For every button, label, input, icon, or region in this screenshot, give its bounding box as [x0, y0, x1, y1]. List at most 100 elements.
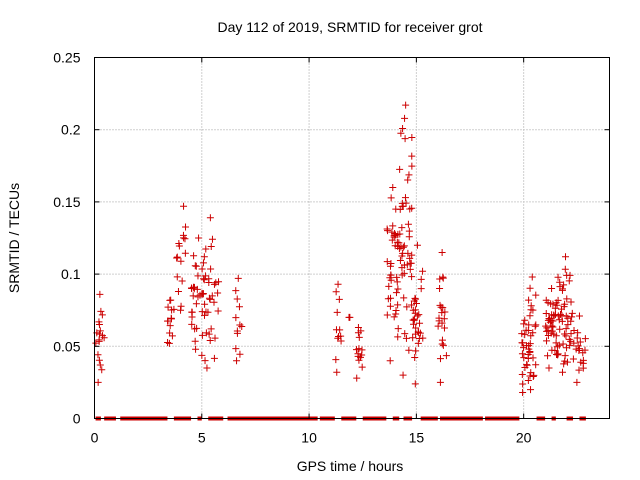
data-point [199, 259, 207, 267]
data-point [173, 273, 181, 281]
data-point [393, 238, 401, 246]
data-point [95, 337, 103, 345]
data-point [390, 313, 398, 321]
data-point [416, 319, 424, 327]
tick-labels: 0 5 10 15 20 0 0.05 0.1 0.15 0.2 0.25 [53, 50, 531, 446]
data-point [410, 316, 418, 324]
x-tick-label: 10 [301, 430, 317, 446]
data-point [386, 302, 394, 310]
data-point [177, 306, 185, 314]
data-point [581, 335, 589, 343]
data-point [189, 292, 197, 300]
data-point [358, 363, 366, 371]
data-point [405, 346, 413, 354]
data-point [527, 302, 535, 310]
data-point [406, 265, 414, 273]
data-point [553, 301, 561, 309]
data-point [411, 353, 419, 361]
data-point [575, 312, 583, 320]
data-point [412, 324, 420, 332]
data-point [355, 356, 363, 364]
data-point [210, 354, 218, 362]
x-tick-label: 0 [91, 430, 99, 446]
data-point [214, 307, 222, 315]
data-point [399, 243, 407, 251]
data-point [563, 295, 571, 303]
data-point [175, 240, 183, 248]
data-point [526, 340, 534, 348]
y-tick-label: 0 [73, 411, 81, 427]
data-point [211, 334, 219, 342]
data-point [355, 333, 363, 341]
data-point [532, 291, 540, 299]
data-point [554, 350, 562, 358]
data-point [408, 152, 416, 160]
data-point [438, 309, 446, 317]
data-point [232, 345, 240, 353]
data-point [439, 341, 447, 349]
data-point [194, 272, 202, 280]
data-point [166, 329, 174, 337]
data-point [544, 352, 552, 360]
data-point [393, 273, 401, 281]
data-point [384, 295, 392, 303]
data-point [188, 320, 196, 328]
data-point [567, 317, 575, 325]
data-point [543, 337, 551, 345]
data-point [558, 317, 566, 325]
data-point [181, 235, 189, 243]
data-point [180, 202, 188, 210]
data-point [560, 303, 568, 311]
data-point [518, 330, 526, 338]
data-point [564, 314, 572, 322]
data-point [164, 338, 172, 346]
data-point [552, 332, 560, 340]
data-point [98, 311, 106, 319]
data-point [532, 321, 540, 329]
data-point [561, 265, 569, 273]
data-point [193, 324, 201, 332]
data-point [332, 356, 340, 364]
data-point [195, 234, 203, 242]
data-point [408, 301, 416, 309]
data-point [400, 269, 408, 277]
data-point [235, 303, 243, 311]
data-point [100, 334, 108, 342]
data-point [411, 309, 419, 317]
data-point [95, 320, 103, 328]
y-tick-label: 0.1 [61, 266, 81, 282]
data-point [238, 323, 246, 331]
data-point [441, 308, 449, 316]
data-point [181, 249, 189, 257]
data-point [574, 329, 582, 337]
data-point [192, 345, 200, 353]
data-point [170, 305, 178, 313]
data-point [164, 317, 172, 325]
data-point [191, 337, 199, 345]
data-point [98, 366, 106, 374]
data-point [396, 256, 404, 264]
y-axis-label: SRMTID / TECUs [6, 183, 22, 293]
data-point [410, 320, 418, 328]
data-point [579, 359, 587, 367]
data-point [394, 285, 402, 293]
data-point [560, 281, 568, 289]
data-point [354, 352, 362, 360]
chart-title: Day 112 of 2019, SRMTID for receiver gro… [217, 19, 482, 35]
data-point [563, 358, 571, 366]
data-point [191, 262, 199, 270]
data-point [526, 312, 534, 320]
data-point [182, 223, 190, 231]
data-point [440, 324, 448, 332]
data-point [404, 220, 412, 228]
data-point [345, 313, 353, 321]
data-point [399, 124, 407, 132]
data-point [387, 194, 395, 202]
data-point [555, 316, 563, 324]
data-point [564, 321, 572, 329]
data-point [92, 339, 100, 347]
data-point [386, 357, 394, 365]
data-point [332, 288, 340, 296]
x-tick-label: 15 [409, 430, 425, 446]
data-point [392, 231, 400, 239]
